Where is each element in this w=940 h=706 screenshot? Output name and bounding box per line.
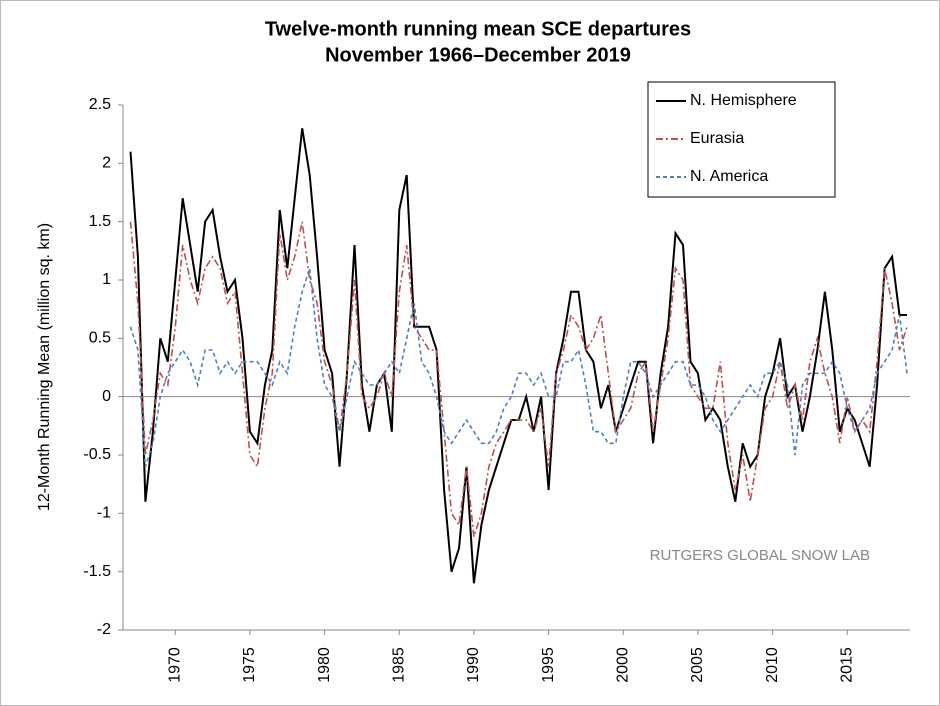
y-tick-label: 2.5 [89, 96, 111, 113]
chart-subtitle: November 1966–December 2019 [325, 44, 631, 66]
y-tick-label: 0.5 [89, 330, 111, 347]
x-tick-label: 1970 [166, 647, 183, 683]
y-tick-label: 1 [102, 271, 111, 288]
legend-label: N. America [690, 168, 768, 185]
series-line [129, 221, 908, 537]
y-tick-label: -0.5 [83, 446, 111, 463]
series-line [129, 268, 908, 467]
watermark: RUTGERS GLOBAL SNOW LAB [650, 547, 870, 564]
y-tick-label: 0 [102, 388, 111, 405]
x-tick-label: 2005 [689, 647, 706, 683]
x-tick-label: 2010 [764, 647, 781, 683]
x-tick-label: 2015 [838, 647, 855, 683]
x-tick-label: 1975 [241, 647, 258, 683]
y-axis-label: 12-Month Running Mean (million sq. km) [36, 223, 53, 511]
x-tick-label: 2000 [614, 647, 631, 683]
legend-label: N. Hemisphere [690, 92, 797, 109]
y-tick-label: 1.5 [89, 213, 111, 230]
x-tick-label: 1990 [465, 647, 482, 683]
x-tick-label: 1980 [316, 647, 333, 683]
x-tick-label: 1995 [540, 647, 557, 683]
y-tick-label: -1.5 [83, 563, 111, 580]
y-tick-label: -1 [97, 505, 111, 522]
chart-title: Twelve-month running mean SCE departures [265, 18, 691, 40]
x-tick-label: 1985 [390, 647, 407, 683]
legend-label: Eurasia [690, 130, 744, 147]
y-tick-label: -2 [97, 621, 111, 638]
y-tick-label: 2 [102, 155, 111, 172]
